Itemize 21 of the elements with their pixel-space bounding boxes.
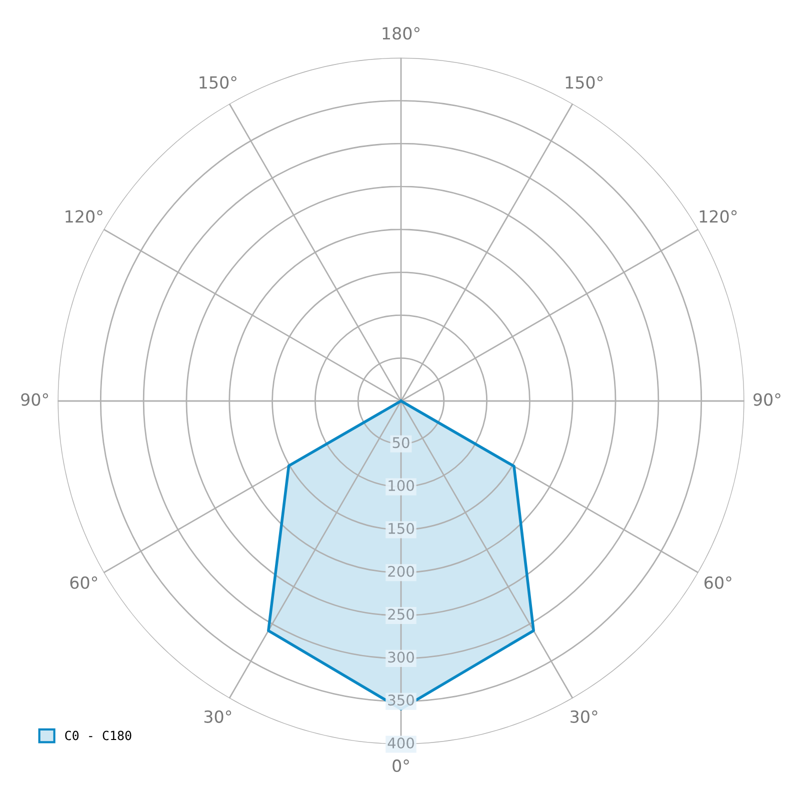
spoke-label: 30° <box>204 710 232 723</box>
spoke-label: 60° <box>704 576 732 589</box>
y-tick-label: 100 <box>388 480 414 492</box>
spoke-label: 90° <box>753 393 780 406</box>
y-tick-label: 350 <box>388 694 414 706</box>
y-tick-label: 150 <box>388 522 414 534</box>
spoke-label: 150° <box>566 76 603 89</box>
spoke-label: 150° <box>200 76 236 89</box>
y-tick-label: 50 <box>392 437 410 448</box>
spoke-label: 60° <box>70 576 98 589</box>
spoke-label: 30° <box>570 710 598 723</box>
spoke-label: 120° <box>66 210 102 223</box>
spoke-label: 90° <box>21 393 48 406</box>
legend-label: C0 - C180 <box>65 730 132 740</box>
y-tick-label: 250 <box>388 608 414 620</box>
spoke-label: 120° <box>700 210 737 223</box>
spoke-label: 180° <box>382 27 420 40</box>
y-tick-label: 400 <box>388 737 414 748</box>
y-tick-label: 300 <box>388 652 414 663</box>
y-tick-label: 200 <box>388 566 414 577</box>
spoke-label: 0° <box>392 759 409 772</box>
